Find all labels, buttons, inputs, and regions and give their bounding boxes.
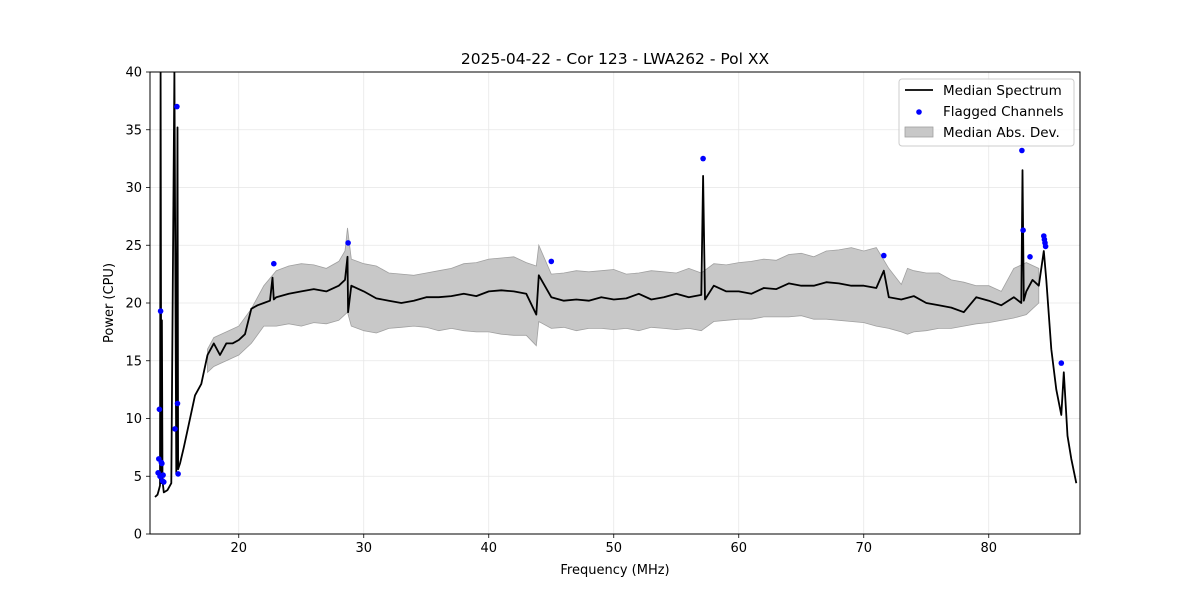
y-tick-label: 0 [134, 528, 142, 543]
flagged-channel-point [1020, 227, 1026, 233]
x-tick-label: 70 [855, 541, 872, 556]
legend-median-label: Median Spectrum [943, 83, 1062, 99]
flagged-channel-point [174, 400, 181, 407]
x-tick-label: 60 [730, 541, 747, 556]
flagged-channel-point [548, 258, 555, 265]
flagged-channel-point [1019, 147, 1025, 154]
legend-flagged-label: Flagged Channels [943, 104, 1064, 120]
y-tick-label: 15 [125, 354, 142, 369]
flagged-channel-point [161, 479, 167, 485]
flagged-channel-point [881, 252, 887, 259]
flagged-channel-point [174, 103, 180, 110]
x-tick-label: 80 [980, 541, 997, 556]
x-tick-label: 50 [605, 541, 622, 556]
legend-flagged-swatch [916, 109, 922, 115]
flagged-channel-point [156, 406, 163, 413]
y-ticks: 0 5 10 15 20 25 30 35 40 [125, 66, 150, 543]
legend-mad-label: Median Abs. Dev. [943, 125, 1060, 141]
flagged-channel-point [175, 471, 181, 477]
flagged-channel-point [1027, 253, 1033, 260]
flagged-channel-point [1058, 360, 1065, 366]
flagged-channel-point [159, 460, 165, 467]
median-spectrum-line [154, 72, 1078, 498]
y-tick-label: 30 [125, 181, 142, 196]
legend-box [898, 78, 1075, 147]
flagged-channel-point [271, 260, 277, 267]
mad-band [207, 227, 1040, 374]
flagged-channel-point [345, 240, 351, 246]
y-tick-label: 35 [125, 123, 142, 138]
x-ticks: 20 30 40 50 60 70 80 [230, 534, 997, 556]
x-tick-label: 30 [355, 541, 372, 556]
flagged-channel-point [157, 308, 164, 314]
flagged-channel-point [160, 472, 166, 478]
y-tick-label: 10 [125, 412, 142, 427]
y-axis-label: Power (CPU) [102, 263, 117, 343]
legend: Median Spectrum Flagged Channels Median … [898, 78, 1075, 147]
y-tick-label: 25 [125, 239, 142, 254]
flagged-channels [155, 103, 1065, 485]
legend-mad-swatch [904, 126, 934, 138]
flagged-channel-point [1042, 243, 1049, 250]
flagged-channel-point [172, 426, 178, 432]
y-tick-label: 20 [125, 297, 142, 312]
flagged-channel-point [700, 155, 706, 162]
x-axis-label: Frequency (MHz) [560, 563, 669, 578]
y-tick-label: 40 [125, 66, 142, 81]
y-tick-label: 5 [134, 470, 142, 485]
x-tick-label: 20 [230, 541, 247, 556]
x-tick-label: 40 [480, 541, 497, 556]
chart-title: 2025-04-22 - Cor 123 - LWA262 - Pol XX [461, 50, 770, 68]
